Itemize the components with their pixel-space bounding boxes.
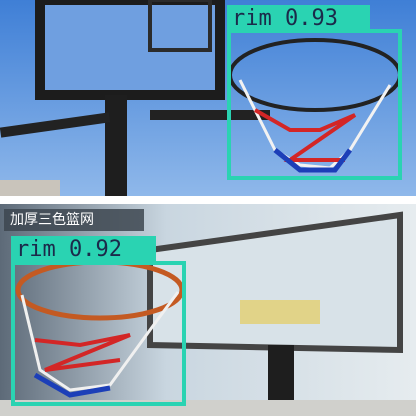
label-background — [11, 236, 156, 263]
photo-bottom — [0, 204, 416, 416]
banner-text: 加厚三色篮网 — [10, 211, 94, 228]
detection-top: rim 0.93 — [227, 5, 402, 180]
banner: 加厚三色篮网 — [4, 209, 144, 231]
detection-label: rim 0.93 — [232, 6, 338, 31]
label-background — [227, 5, 370, 31]
detection-label: rim 0.92 — [16, 237, 122, 262]
detection-bottom: rim 0.92 — [11, 236, 186, 406]
